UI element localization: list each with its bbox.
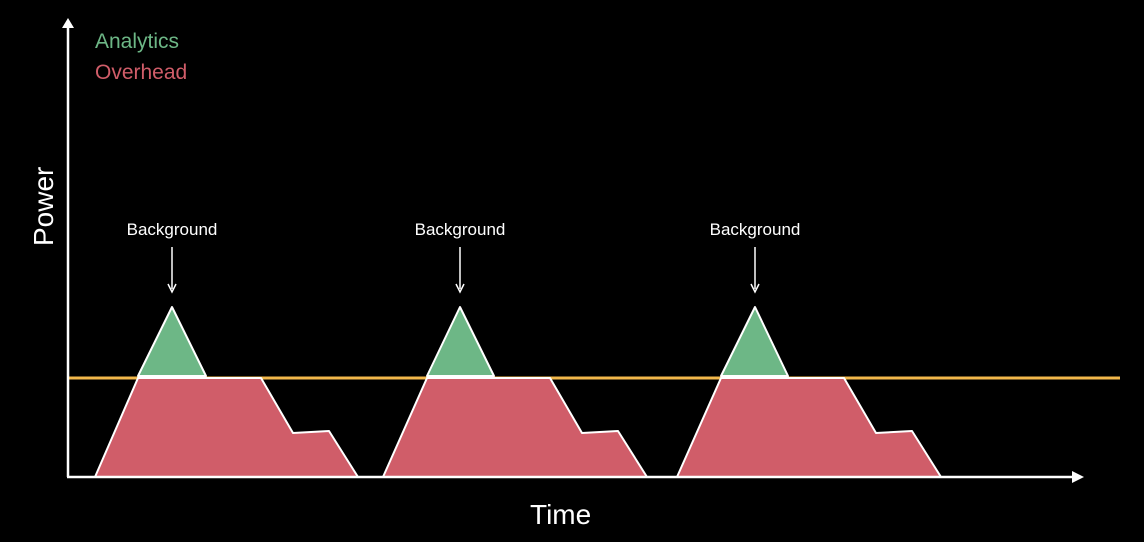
burst-3 xyxy=(676,247,942,478)
x-axis-label: Time xyxy=(530,499,592,530)
arrow-head xyxy=(750,283,760,294)
analytics-peak xyxy=(720,306,789,377)
analytics-peak xyxy=(426,306,495,377)
arrow-head xyxy=(455,283,465,294)
y-axis-label: Power xyxy=(28,166,59,246)
burst-2 xyxy=(382,247,648,478)
overhead-area xyxy=(676,377,942,478)
y-axis-arrowhead xyxy=(62,18,74,28)
background-annotation-1: Background xyxy=(126,220,218,239)
overhead-area xyxy=(382,377,648,478)
burst-1 xyxy=(94,247,359,478)
overhead-area xyxy=(94,377,359,478)
background-annotation-2: Background xyxy=(414,220,506,239)
legend-overhead: Overhead xyxy=(95,61,188,84)
analytics-peak xyxy=(137,306,207,377)
legend-analytics: Analytics xyxy=(95,30,180,53)
arrow-head xyxy=(167,283,177,294)
x-axis-arrowhead xyxy=(1072,471,1084,483)
background-annotation-3: Background xyxy=(709,220,801,239)
